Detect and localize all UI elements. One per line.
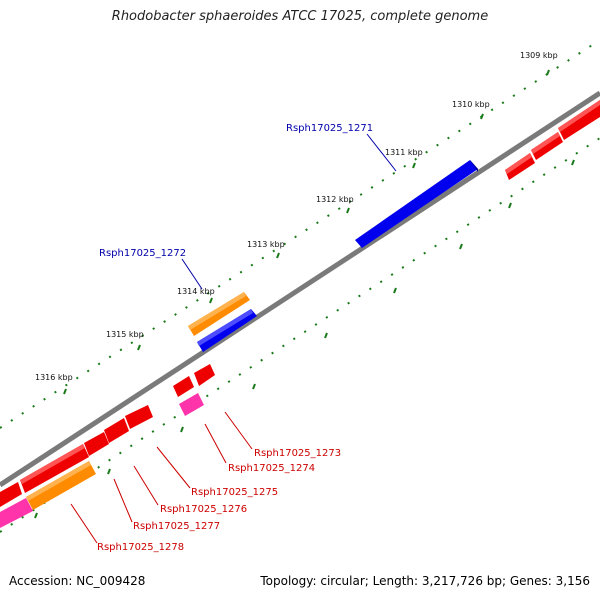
major-ticks-outer xyxy=(63,69,550,395)
tick-label: 1312 kbp xyxy=(316,195,354,204)
inner-tick-line xyxy=(0,137,600,533)
accession-text: Accession: NC_009428 xyxy=(9,574,146,588)
gene-red-left-row[interactable] xyxy=(0,405,153,507)
gene-label-inner[interactable]: Rsph17025_1273 xyxy=(254,448,341,459)
tick-label: 1309 kbp xyxy=(520,51,558,60)
outer-leader-lines xyxy=(181,133,397,290)
gene-label-inner[interactable]: Rsph17025_1276 xyxy=(160,504,247,515)
outer-tick-line xyxy=(0,39,600,429)
gene-magenta-small[interactable] xyxy=(179,393,204,416)
gene-magenta-left[interactable] xyxy=(0,498,33,528)
genome-summary-text: Topology: circular; Length: 3,217,726 bp… xyxy=(260,574,590,588)
gene-label-inner[interactable]: Rsph17025_1278 xyxy=(97,542,184,553)
gene-rsph17025-1272[interactable] xyxy=(188,292,250,336)
gene-orange-left[interactable] xyxy=(26,461,96,510)
tick-label: 1316 kbp xyxy=(35,373,73,382)
gene-label-inner[interactable]: Rsph17025_1274 xyxy=(228,463,315,474)
tick-label: 1311 kbp xyxy=(385,148,423,157)
inner-leader-lines xyxy=(70,411,253,544)
gene-label-outer[interactable]: Rsph17025_1272 xyxy=(99,248,186,259)
gene-red-top-right[interactable] xyxy=(505,100,600,180)
gene-label-inner[interactable]: Rsph17025_1277 xyxy=(133,521,220,532)
genome-backbone xyxy=(0,90,600,488)
tick-label: 1310 kbp xyxy=(452,100,490,109)
map-title: Rhodobacter sphaeroides ATCC 17025, comp… xyxy=(111,9,489,24)
gene-rsph17025-1271[interactable] xyxy=(355,160,478,248)
gene-blue-small[interactable] xyxy=(197,309,257,352)
gene-red-small-1[interactable] xyxy=(173,376,194,397)
gene-label-outer[interactable]: Rsph17025_1271 xyxy=(286,123,373,134)
tick-label: 1313 kbp xyxy=(247,240,285,249)
major-ticks-inner xyxy=(34,159,575,519)
gene-red-small-2[interactable] xyxy=(194,364,215,386)
tick-label: 1315 kbp xyxy=(106,330,144,339)
tick-label: 1314 kbp xyxy=(177,287,215,296)
gene-label-inner[interactable]: Rsph17025_1275 xyxy=(191,487,278,498)
